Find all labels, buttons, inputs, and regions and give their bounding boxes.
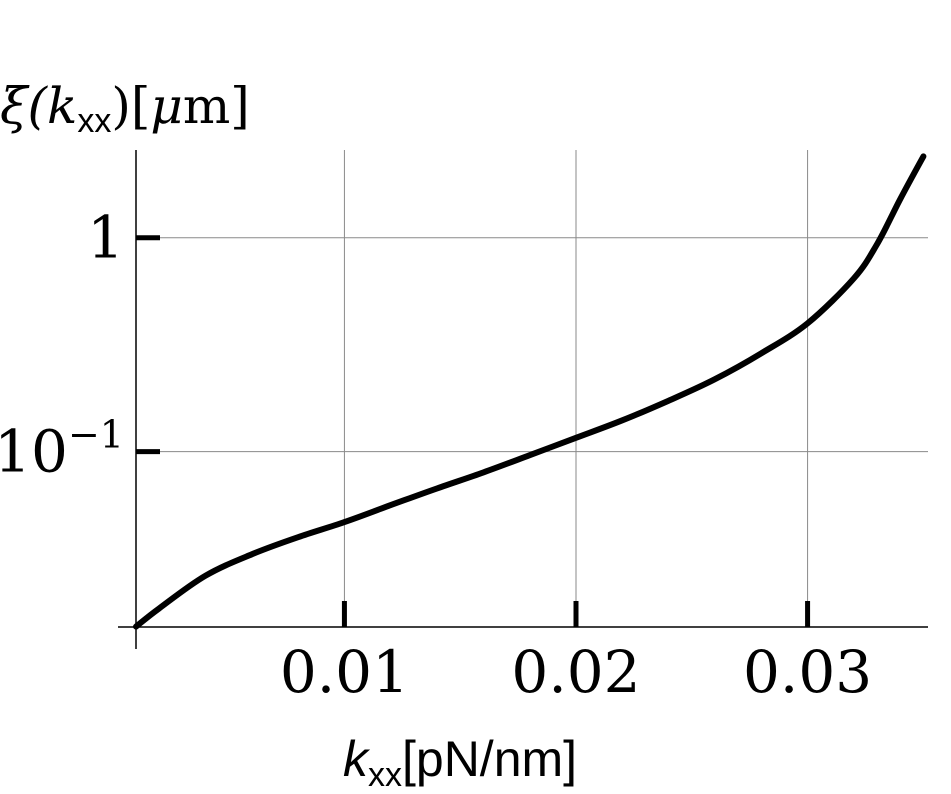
x-tick-label: 0.01 bbox=[280, 638, 409, 706]
series-line bbox=[133, 153, 927, 630]
x-axis-label: kxx[pN/nm] bbox=[343, 731, 577, 794]
y-axis-label: ξ(kxx)[μm] bbox=[0, 77, 250, 140]
y-tick-label: 10−1 bbox=[0, 413, 124, 486]
ticks bbox=[136, 235, 811, 627]
x-tick-label: 0.02 bbox=[511, 638, 640, 706]
tick-labels: 0.01 0.02 0.03 1 10−1 bbox=[0, 204, 872, 706]
series bbox=[133, 153, 927, 630]
x-tick-label: 0.03 bbox=[743, 638, 872, 706]
axes bbox=[118, 150, 928, 649]
y-tick-label: 1 bbox=[87, 204, 124, 272]
